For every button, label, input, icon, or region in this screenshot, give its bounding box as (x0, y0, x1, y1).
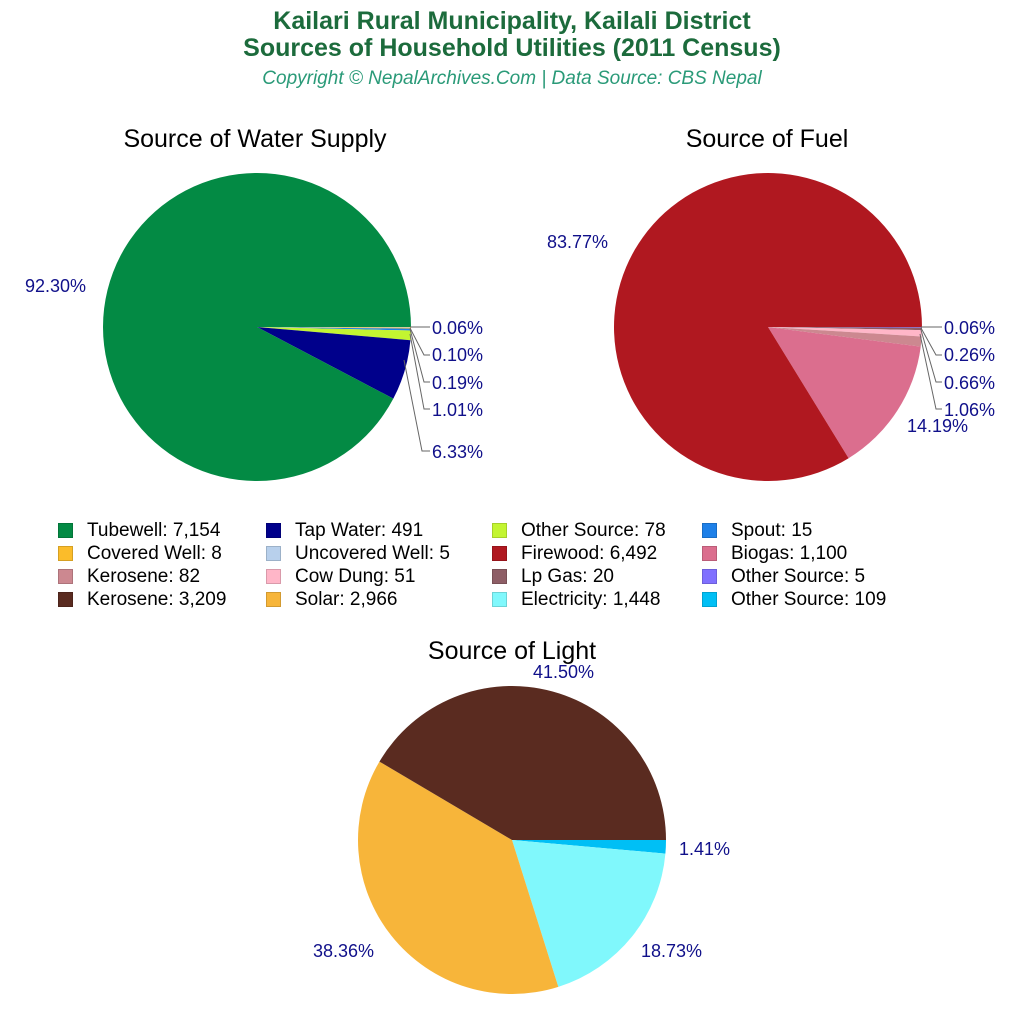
leader-lines (403, 326, 942, 452)
pct-label: 0.66% (944, 373, 995, 393)
pie-slice (257, 327, 411, 399)
pie-slice (768, 327, 922, 328)
pie-slice (613, 173, 922, 482)
legend-swatch (266, 592, 281, 607)
pct-label: 0.10% (432, 345, 483, 365)
pie-slice (379, 686, 666, 840)
legend-item: Uncovered Well: 5 (266, 542, 492, 565)
water-supply-pie (102, 173, 411, 482)
legend-swatch (58, 569, 73, 584)
legend-swatch (58, 523, 73, 538)
legend-swatch (266, 569, 281, 584)
pie-slice (358, 761, 559, 995)
pie-slice (768, 327, 922, 337)
pct-label: 0.06% (944, 318, 995, 338)
pct-label: 1.41% (679, 839, 730, 859)
pie-slice (768, 327, 922, 347)
legend-swatch (702, 523, 717, 538)
pie-slice (257, 327, 411, 331)
pie-slice (512, 840, 666, 987)
pct-label: 92.30% (25, 276, 86, 296)
legend-swatch (492, 546, 507, 561)
legend-swatch (58, 592, 73, 607)
chart-subtitle: Copyright © NepalArchives.Com | Data Sou… (262, 68, 762, 89)
pie-slice (512, 840, 666, 854)
water-chart-title: Source of Water Supply (123, 125, 387, 153)
legend-item: Other Source: 5 (702, 565, 902, 588)
legend-swatch (702, 546, 717, 561)
pct-label: 18.73% (641, 941, 702, 961)
legend-item: Tap Water: 491 (266, 519, 492, 542)
pct-label: 6.33% (432, 442, 483, 462)
pct-label: 41.50% (533, 662, 594, 682)
legend-item: Covered Well: 8 (58, 542, 266, 565)
light-chart-title: Source of Light (427, 637, 597, 665)
pct-label: 38.36% (313, 941, 374, 961)
legend-item: Electricity: 1,448 (492, 588, 702, 611)
legend-swatch (266, 546, 281, 561)
legend: Tubewell: 7,154 Tap Water: 491 Other Sou… (58, 519, 902, 611)
legend-item: Kerosene: 82 (58, 565, 266, 588)
legend-item: Other Source: 78 (492, 519, 702, 542)
pct-label: 83.77% (547, 232, 608, 252)
percent-labels: 92.30% 0.06% 0.10% 0.19% 1.01% 6.33% 83.… (25, 232, 995, 961)
fuel-pie (613, 173, 922, 482)
legend-item: Spout: 15 (702, 519, 902, 542)
pie-slice (102, 173, 411, 482)
pie-slice (768, 327, 921, 459)
legend-swatch (702, 592, 717, 607)
pct-label: 0.19% (432, 373, 483, 393)
legend-item: Tubewell: 7,154 (58, 519, 266, 542)
pct-label: 1.01% (432, 400, 483, 420)
pie-slice (257, 327, 411, 341)
chart-title-line2: Sources of Household Utilities (2011 Cen… (243, 34, 781, 62)
chart-title-line1: Kailari Rural Municipality, Kailali Dist… (273, 7, 751, 35)
pct-label: 0.26% (944, 345, 995, 365)
fuel-chart-title: Source of Fuel (685, 125, 849, 153)
legend-item: Kerosene: 3,209 (58, 588, 266, 611)
legend-item: Solar: 2,966 (266, 588, 492, 611)
pct-label: 1.06% (944, 400, 995, 420)
legend-swatch (492, 592, 507, 607)
legend-swatch (492, 523, 507, 538)
pie-slice (768, 327, 922, 331)
pie-slice (257, 327, 411, 329)
legend-swatch (492, 569, 507, 584)
pct-label: 0.06% (432, 318, 483, 338)
legend-swatch (58, 546, 73, 561)
legend-item: Cow Dung: 51 (266, 565, 492, 588)
legend-item: Lp Gas: 20 (492, 565, 702, 588)
legend-swatch (266, 523, 281, 538)
pie-slice (257, 327, 411, 328)
legend-item: Firewood: 6,492 (492, 542, 702, 565)
light-pie (358, 686, 666, 995)
legend-item: Other Source: 109 (702, 588, 902, 611)
pct-label: 14.19% (907, 416, 968, 436)
legend-item: Biogas: 1,100 (702, 542, 902, 565)
legend-swatch (702, 569, 717, 584)
